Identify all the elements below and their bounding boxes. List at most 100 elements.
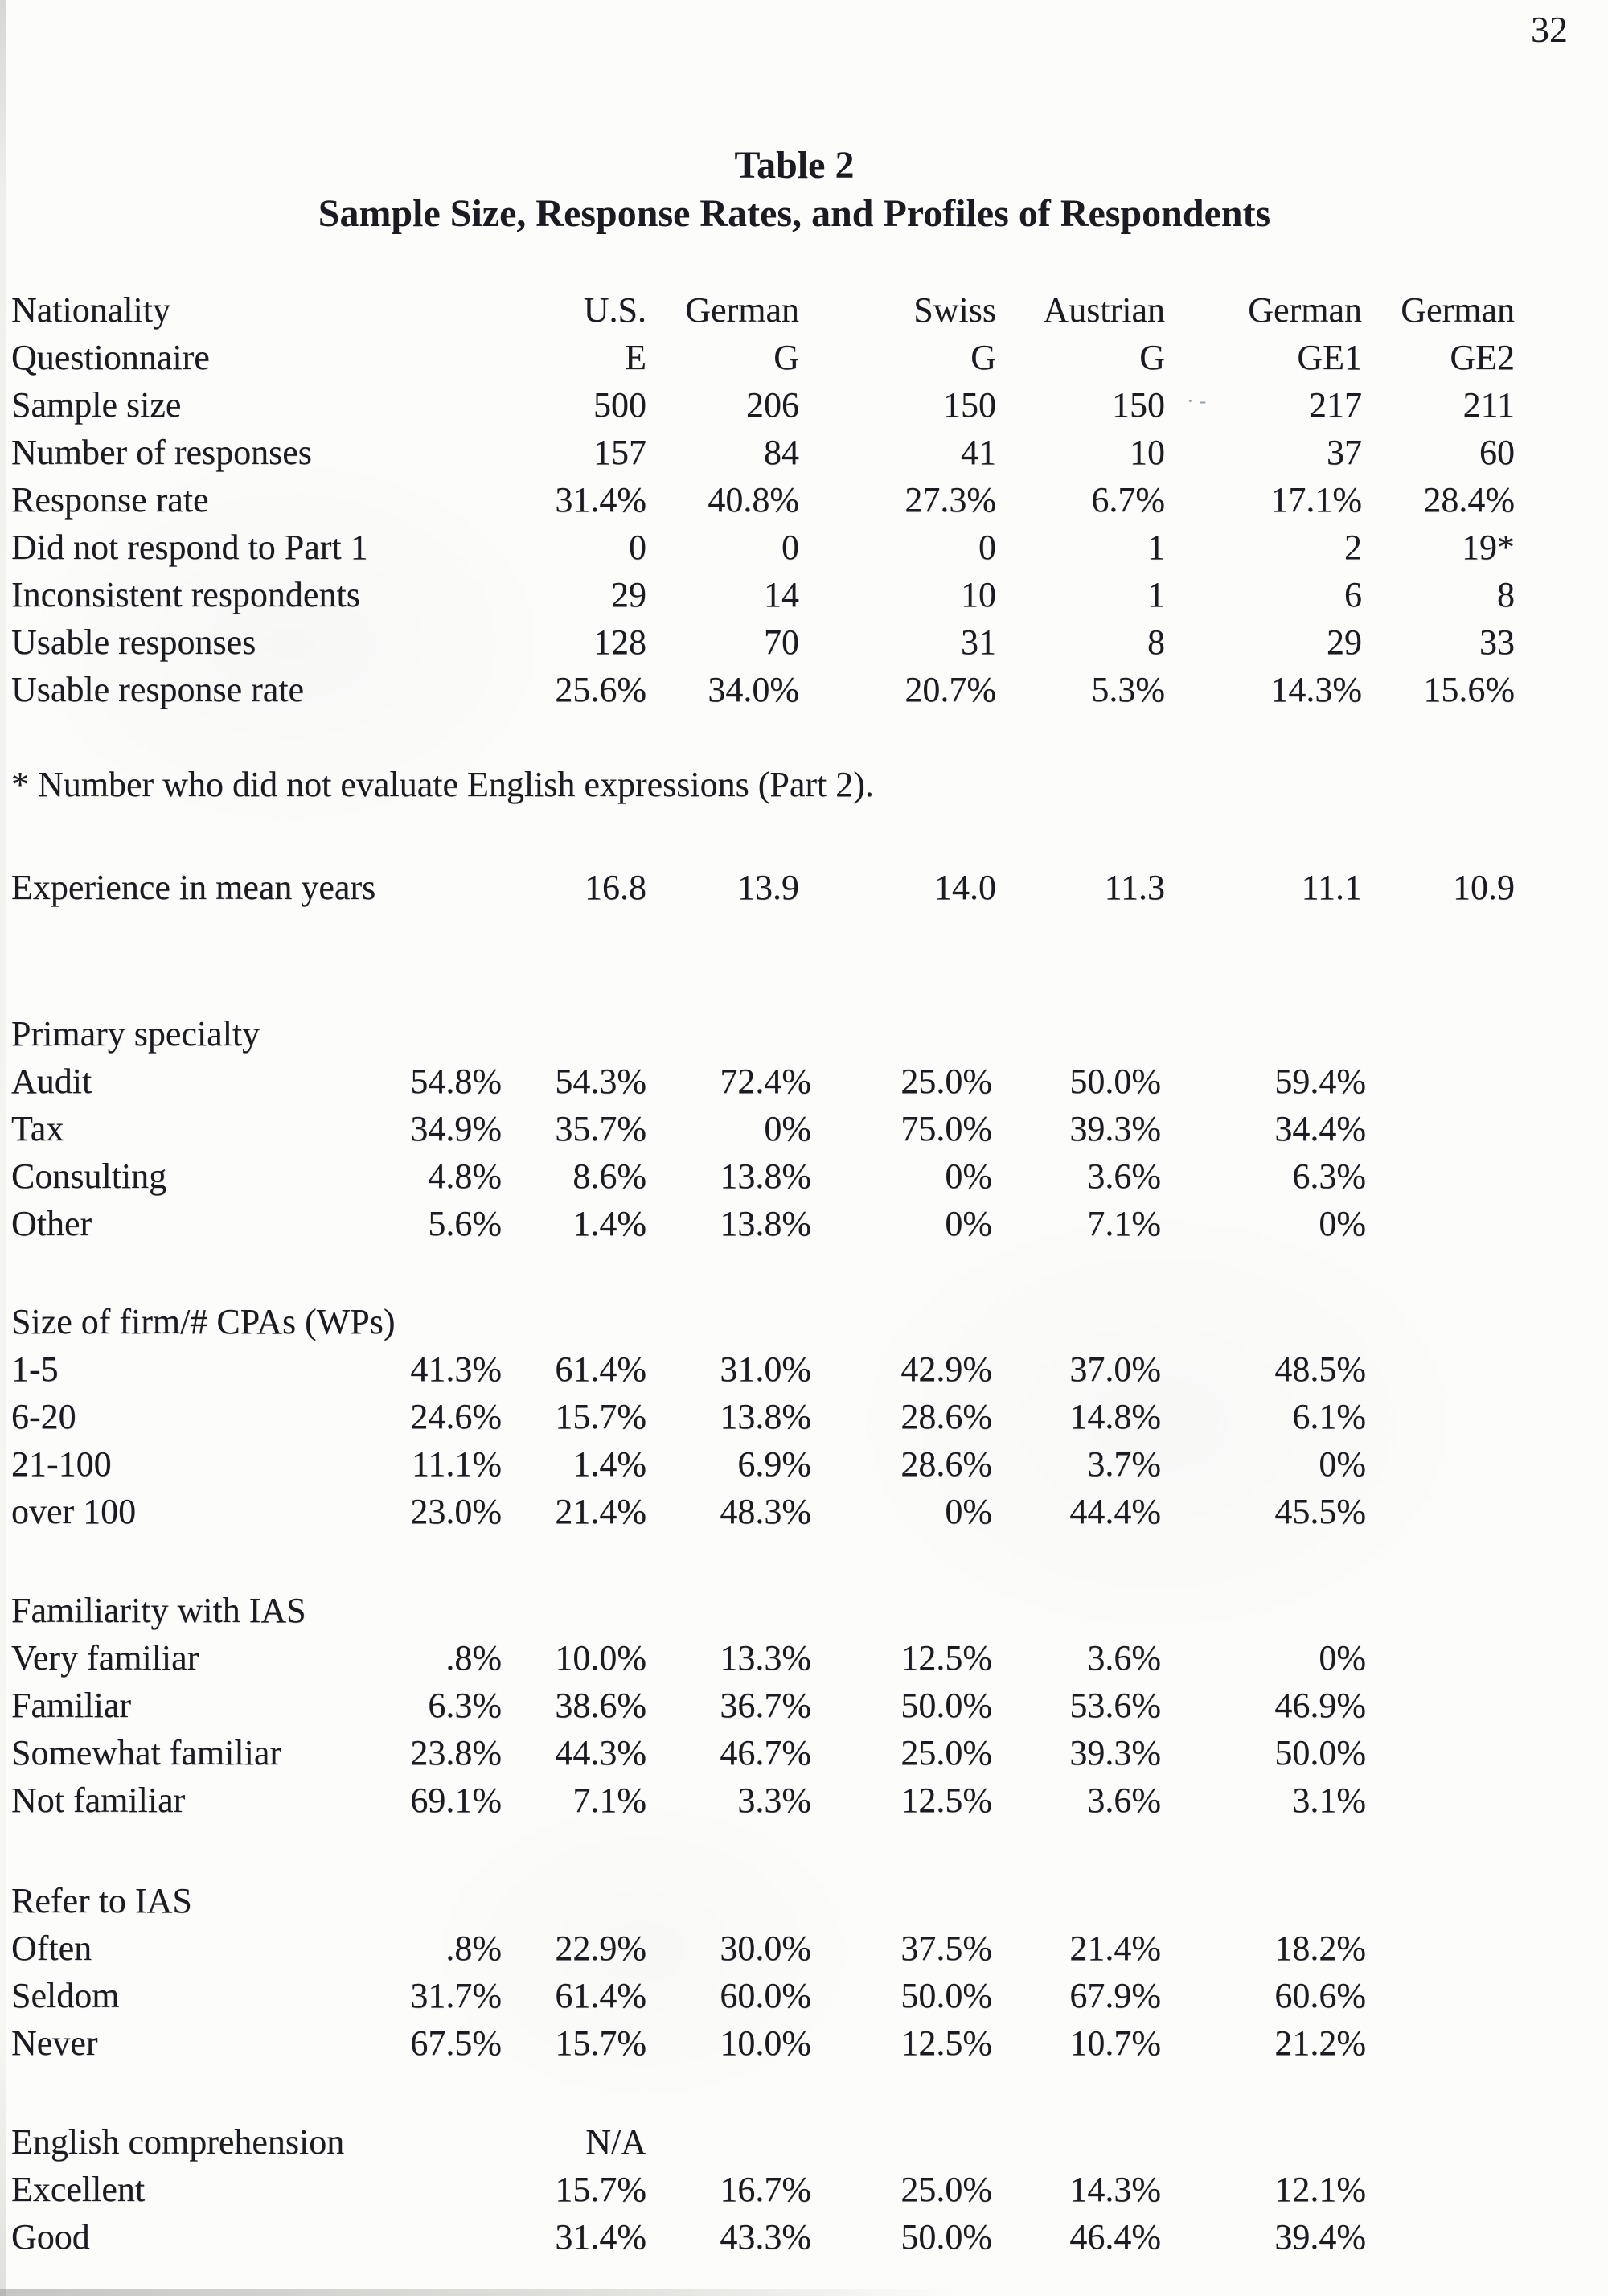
cell-value: 1.4%: [572, 1204, 646, 1243]
cell-value: 0%: [764, 1109, 811, 1148]
cell-value: 1: [1147, 528, 1165, 567]
row-label: Audit: [11, 1062, 92, 1101]
scan-edge-bottom: [0, 2289, 957, 2296]
cell-value: 67.5%: [410, 2023, 502, 2063]
table-footnote: * Number who did not evaluate English ex…: [11, 765, 874, 804]
cell-value: 33: [1479, 622, 1515, 662]
cell-value: 50.0%: [1274, 1733, 1366, 1772]
cell-value: 41.3%: [410, 1349, 502, 1389]
cell-value: 37: [1327, 433, 1362, 472]
section-familiarity-with-ias: Familiarity with IAS Very familiar .8% 1…: [11, 1587, 1366, 1824]
cell-value: 39.3%: [1069, 1733, 1161, 1772]
section-heading: Size of firm/# CPAs (WPs): [11, 1302, 396, 1341]
cell-value: 10.7%: [1069, 2023, 1161, 2063]
cell-value: 25.0%: [900, 1062, 992, 1101]
cell-value: 7.1%: [572, 1781, 646, 1820]
column-header: German: [685, 290, 799, 330]
table-row-seldom: Seldom 31.7% 61.4% 60.0% 50.0% 67.9% 60.…: [11, 1972, 1366, 2019]
cell-value: 16.8: [585, 868, 646, 907]
cell-value: 1: [1147, 575, 1165, 614]
row-label: Nationality: [11, 290, 170, 330]
section-heading: Refer to IAS: [11, 1881, 192, 1920]
row-label: Usable response rate: [11, 670, 305, 709]
cell-value: 61.4%: [555, 1976, 646, 2015]
table-row-did-not-respond: Did not respond to Part 1 0 0 0 1 2 19*: [11, 524, 1515, 571]
cell-value: 5.6%: [428, 1204, 502, 1243]
row-label: over 100: [11, 1492, 137, 1531]
section-heading: English comprehension: [11, 2122, 345, 2162]
cell-value: 5.3%: [1091, 670, 1165, 709]
cell-value: 3.3%: [737, 1781, 811, 1820]
row-label: Sample size: [11, 385, 182, 425]
column-header: GE1: [1297, 338, 1362, 377]
row-label: Questionnaire: [11, 338, 210, 377]
response-stats-table: Nationality U.S. German Swiss Austrian G…: [11, 286, 1515, 713]
table-row-audit: Audit 54.8% 54.3% 72.4% 25.0% 50.0% 59.4…: [11, 1058, 1366, 1105]
cell-value: 30.0%: [720, 1928, 811, 1968]
cell-value: 18.2%: [1274, 1928, 1366, 1968]
row-label: 6-20: [11, 1397, 76, 1436]
cell-value: 0%: [945, 1156, 992, 1196]
column-header: Austrian: [1043, 290, 1165, 330]
table-row-over-100: over 100 23.0% 21.4% 48.3% 0% 44.4% 45.5…: [11, 1488, 1366, 1535]
cell-value: 21.4%: [1069, 1928, 1161, 1968]
section-heading: Familiarity with IAS: [11, 1591, 306, 1630]
cell-value: [502, 1010, 646, 1058]
table-row-experience: Experience in mean years 16.8 13.9 14.0 …: [11, 864, 1515, 911]
column-header: U.S.: [583, 290, 646, 330]
cell-value: 53.6%: [1069, 1686, 1161, 1725]
cell-value: 48.5%: [1274, 1349, 1366, 1389]
row-label: Familiar: [11, 1686, 132, 1725]
cell-value: 13.3%: [720, 1638, 811, 1678]
table-row-not-familiar: Not familiar 69.1% 7.1% 3.3% 12.5% 3.6% …: [11, 1776, 1366, 1824]
cell-value: 211: [1462, 385, 1515, 425]
section-heading: Primary specialty: [11, 1014, 260, 1054]
cell-value: 8: [1497, 575, 1515, 614]
cell-value: 28.6%: [900, 1444, 992, 1484]
cell-value: 0: [629, 528, 646, 567]
cell-value: 500: [593, 385, 646, 425]
cell-value: 0%: [1319, 1638, 1366, 1678]
table-row-usable-responses: Usable responses 128 70 31 8 29 33: [11, 618, 1515, 666]
table-row-often: Often .8% 22.9% 30.0% 37.5% 21.4% 18.2%: [11, 1924, 1366, 1972]
cell-value: 10: [1130, 433, 1165, 472]
cell-value: 50.0%: [900, 2217, 992, 2257]
cell-value: 0%: [1319, 1204, 1366, 1243]
cell-value: 21.4%: [555, 1492, 646, 1531]
table-row-never: Never 67.5% 15.7% 10.0% 12.5% 10.7% 21.2…: [11, 2019, 1366, 2067]
cell-value: 40.8%: [708, 480, 799, 520]
column-header: Swiss: [913, 290, 996, 330]
cell-value: 31.0%: [720, 1349, 811, 1389]
cell-value: 12.5%: [900, 1638, 992, 1678]
cell-value: 12.5%: [900, 1781, 992, 1820]
cell-value: 75.0%: [900, 1109, 992, 1148]
row-label: Usable responses: [11, 622, 256, 662]
table-row-21-100: 21-100 11.1% 1.4% 6.9% 28.6% 3.7% 0%: [11, 1440, 1366, 1488]
row-label: Experience in mean years: [11, 868, 376, 907]
cell-value: 6: [1344, 575, 1362, 614]
scan-edge-left: [0, 0, 6, 2296]
table-row-very-familiar: Very familiar .8% 10.0% 13.3% 12.5% 3.6%…: [11, 1634, 1366, 1682]
cell-value: 34.4%: [1274, 1109, 1366, 1148]
column-header: E: [625, 338, 646, 377]
cell-value: 41: [961, 433, 996, 472]
cell-value: 38.6%: [555, 1686, 646, 1725]
cell-value: 44.3%: [555, 1733, 646, 1772]
section-heading-row: Familiarity with IAS: [11, 1587, 1366, 1634]
cell-value: 2: [1344, 528, 1362, 567]
cell-value: 24.6%: [410, 1397, 502, 1436]
experience-row-block: Experience in mean years 16.8 13.9 14.0 …: [11, 864, 1515, 911]
section-heading-row: Primary specialty: [11, 1010, 1366, 1058]
section-size-of-firm: Size of firm/# CPAs (WPs) 1-5 41.3% 61.4…: [11, 1298, 1366, 1535]
table-row-usable-response-rate: Usable response rate 25.6% 34.0% 20.7% 5…: [11, 666, 1515, 713]
cell-value: 29: [611, 575, 646, 614]
cell-value: 23.0%: [410, 1492, 502, 1531]
cell-value: [502, 1877, 646, 1924]
section-english-comprehension: English comprehension N/A Excellent 15.7…: [11, 2118, 1366, 2261]
cell-value: [502, 1298, 646, 1345]
row-label: Excellent: [11, 2170, 146, 2209]
cell-value: 39.3%: [1069, 1109, 1161, 1148]
cell-value: [301, 2213, 502, 2261]
cell-value: 3.7%: [1087, 1444, 1161, 1484]
cell-value: 14: [764, 575, 799, 614]
